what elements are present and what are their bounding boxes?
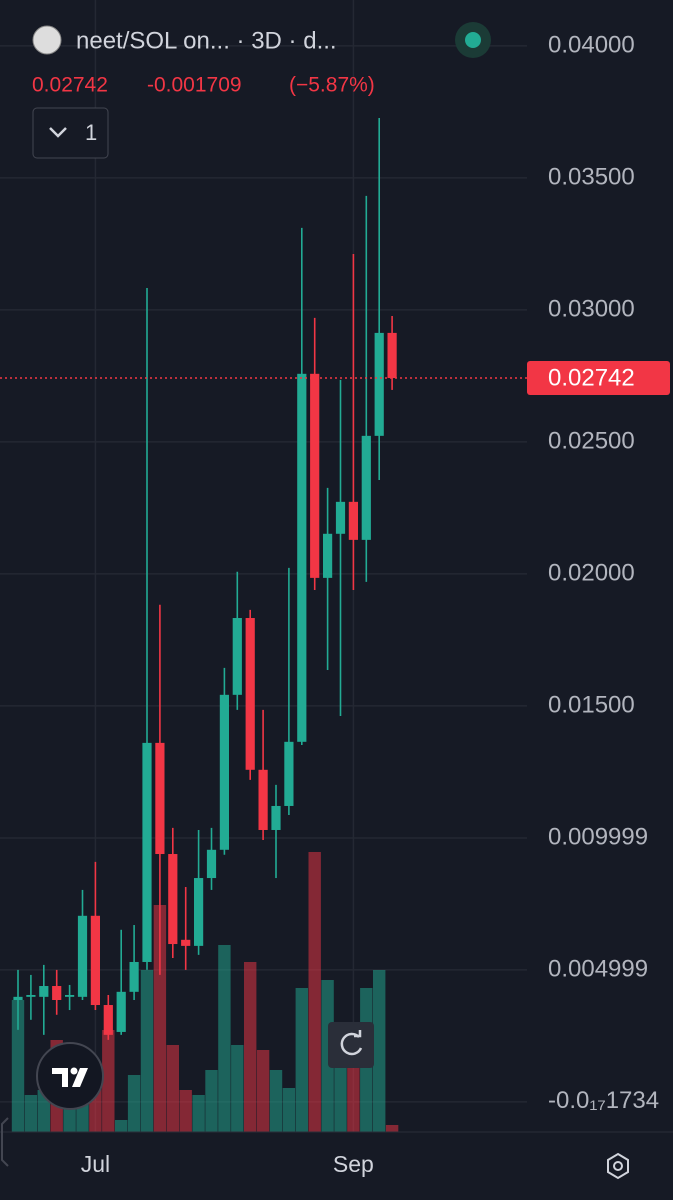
candle-body [361,435,371,540]
logo[interactable] [36,1042,104,1110]
candle-body [103,1005,113,1035]
volume-bar [269,1070,283,1132]
volume-bar [24,1095,38,1132]
candle-body [77,915,88,997]
volume-bar [102,1030,115,1132]
candle-body [284,741,294,806]
candle-body [206,849,217,879]
candle-body [13,996,23,1001]
y-tick-label: 0.004999 [548,955,648,982]
candle-body [335,501,346,534]
indicator-count: 1 [85,120,97,145]
candle-body [310,373,320,578]
last-price-box [527,361,670,396]
candle-body [219,694,229,850]
volume-bar [179,1090,192,1132]
y-tick-label: -0.0₁₇1734 [548,1087,659,1114]
edge-handle[interactable] [1,1117,9,1167]
reset-arrow [354,1030,362,1038]
candle-body [387,332,397,379]
chevron-icon [49,127,67,138]
candle-body [323,533,333,578]
last-price: 0.02742 [32,74,108,97]
y-tick-label: 0.009999 [548,823,648,850]
settings-icon[interactable] [607,1152,629,1180]
volume-bar [231,1045,244,1132]
candle-body [129,961,139,992]
status-dot [465,32,481,48]
candle-body [116,991,126,1032]
volume-bar [140,970,154,1132]
candle-body [348,501,358,540]
candle-body [271,805,281,830]
volume-bar [166,1045,179,1132]
x-tick-label: Jul [81,1151,110,1177]
candle-body [39,986,49,997]
y-tick-label: 0.04000 [548,31,635,58]
volume-bar [244,962,257,1132]
volume-bar [218,945,231,1132]
y-tick-label: 0.02000 [548,559,635,586]
candle-body [168,854,178,945]
volume-bar [11,1000,25,1132]
candle-body [297,373,307,742]
x-tick-label: Sep [333,1151,374,1177]
last-price-label: 0.02742 [548,364,635,391]
settings-icon-center [613,1161,623,1171]
change-pct: (−5.87%) [289,74,375,97]
logo-dot [70,1067,78,1075]
candle-body [194,878,204,946]
avatar[interactable] [32,25,62,55]
candle-body [232,618,242,695]
logo-mark [52,1068,88,1087]
candle-body [181,939,191,946]
volume-bar [205,1070,218,1132]
candle-body [26,994,36,997]
candle-body [142,742,152,962]
change: -0.001709 [147,74,242,97]
candle-body [258,769,268,830]
y-tick-label: 0.03500 [548,163,635,190]
y-tick-label: 0.03000 [548,295,635,322]
candle-body [65,994,75,997]
candle-body [155,742,165,855]
reset-icon [340,1032,363,1056]
candle-body [245,618,255,770]
volume-bar [321,980,334,1132]
candle-body [374,332,384,436]
volume-bar [385,1125,399,1132]
volume-bar [192,1095,205,1132]
volume-bar [295,988,308,1132]
collapse-button[interactable] [32,107,109,159]
volume-bar [153,905,167,1132]
candle-body [52,986,62,1001]
volume-bar [282,1088,296,1132]
y-tick-label: 0.01500 [548,691,635,718]
reset-button[interactable] [328,1022,374,1068]
volume-bar [373,970,386,1132]
y-tick-label: 0.02500 [548,427,635,454]
chart-title: neet/SOL on... · 3D · d... [76,27,337,54]
volume-bar [115,1120,128,1132]
volume-bar [256,1050,270,1132]
volume-bar [308,852,321,1132]
candle-body [90,915,100,1006]
volume-bar [127,1075,141,1132]
